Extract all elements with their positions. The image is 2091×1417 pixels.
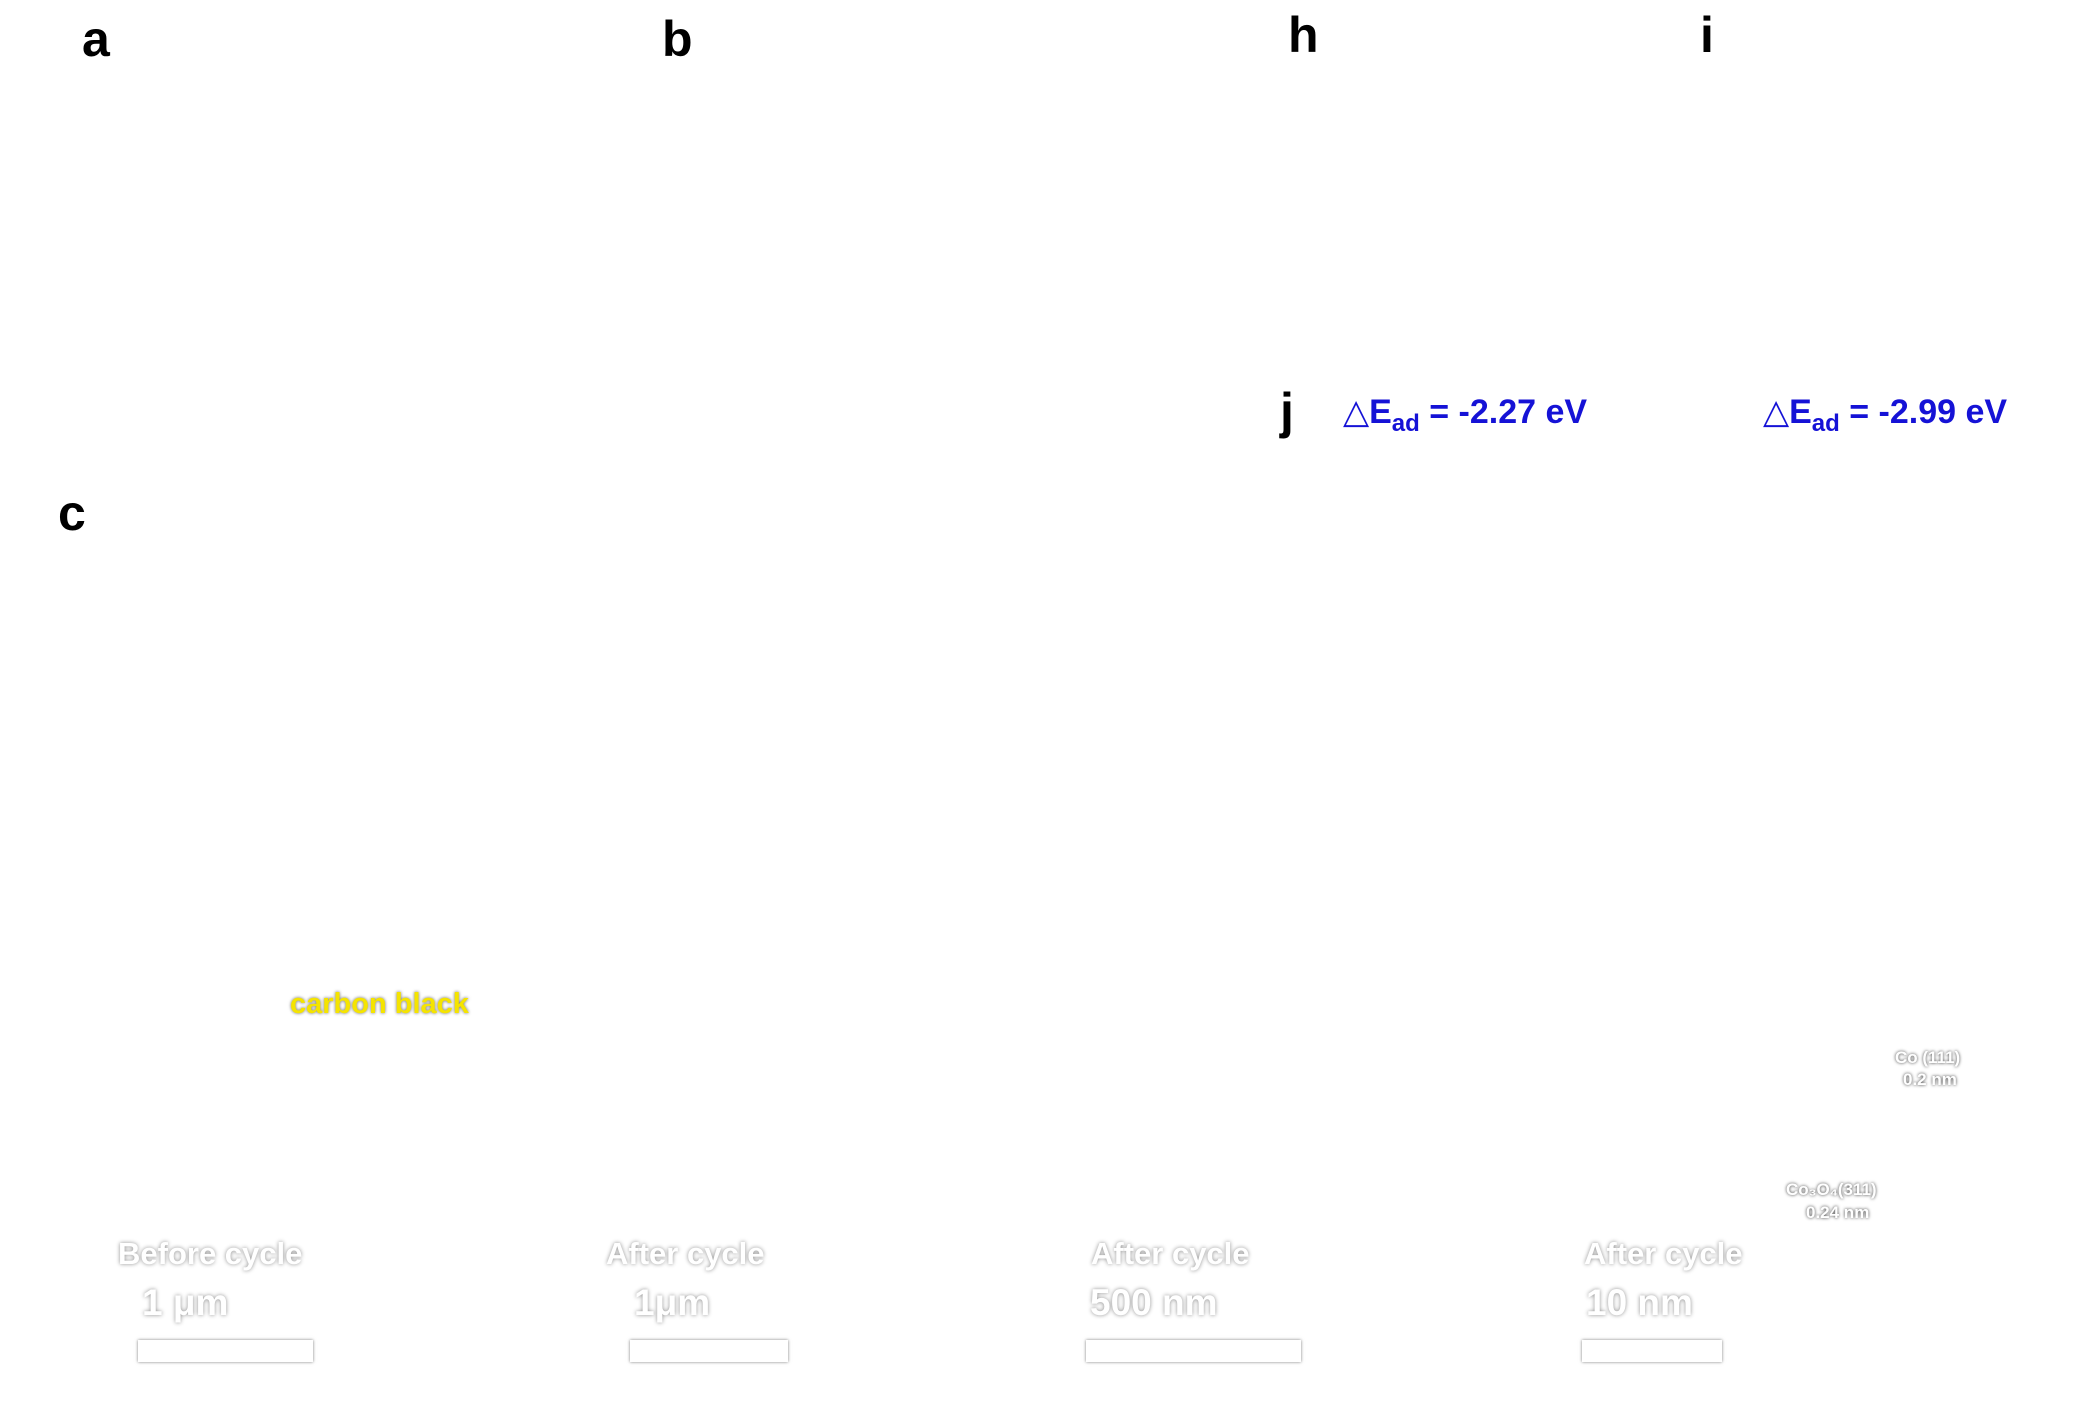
ead-h-value: = -2.27 eV (1419, 393, 1588, 431)
panel-letter-e: e (608, 961, 636, 1017)
panel-letter-f: f (1093, 961, 1110, 1017)
panel-letter-j: j (1280, 383, 1294, 439)
ead-h-prefix: △E (1342, 393, 1392, 431)
scale-bar-d (138, 1340, 313, 1362)
label-after-cycle-f: After cycle (1091, 1236, 1250, 1271)
adsorption-energy-h: △Ead = -2.27 eV (1300, 392, 1630, 438)
panel-letter-d: d (120, 961, 151, 1017)
scale-bar-e (630, 1340, 788, 1362)
dft-image-i (1700, 28, 2091, 383)
ead-h-sub: ad (1391, 409, 1420, 437)
scale-text-d: 1 μm (142, 1282, 229, 1323)
scale-bar-g (1582, 1340, 1722, 1362)
ead-i-value: = -2.99 eV (1839, 393, 2008, 431)
label-after-cycle-g: After cycle (1584, 1236, 1743, 1271)
scale-text-e: 1μm (634, 1282, 711, 1323)
adsorption-energy-i: △Ead = -2.99 eV (1715, 392, 2055, 438)
scale-bar-f (1086, 1340, 1301, 1362)
panel-letter-a: a (82, 11, 110, 67)
lattice-annot-co3o4: Co₃O₄(311) (1786, 1180, 1877, 1199)
panel-letter-c: c (58, 485, 86, 541)
carbon-black-callout: carbon black (290, 988, 469, 1020)
dft-image-h (1283, 28, 1678, 383)
lattice-annot-co3o4-d: 0.24 nm (1806, 1203, 1870, 1222)
label-before-cycle: Before cycle (118, 1236, 303, 1271)
lattice-annot-co111-d: 0.2 nm (1903, 1070, 1957, 1089)
panel-letter-b: b (662, 11, 693, 67)
label-after-cycle-e: After cycle (606, 1236, 765, 1271)
panel-letter-g: g (1586, 961, 1617, 1017)
lattice-annot-co111: Co (111) (1895, 1048, 1961, 1067)
scale-text-f: 500 nm (1090, 1282, 1218, 1323)
ead-i-sub: ad (1811, 409, 1840, 437)
ead-i-prefix: △E (1762, 393, 1812, 431)
scale-text-g: 10 nm (1586, 1282, 1693, 1323)
